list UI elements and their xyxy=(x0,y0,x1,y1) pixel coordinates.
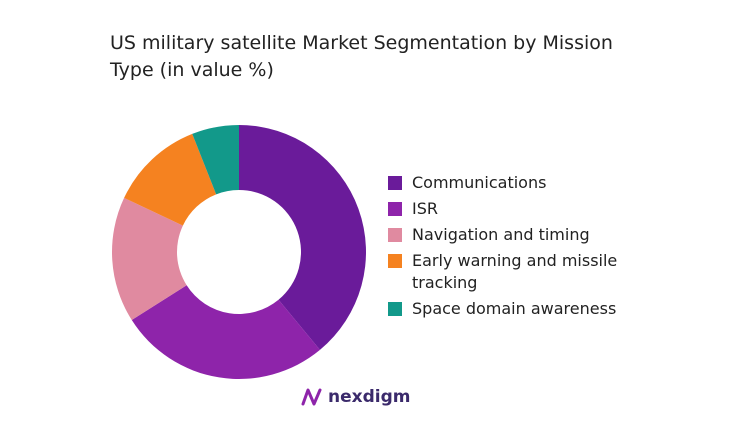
logo: nexdigm xyxy=(300,386,410,408)
legend-item: Navigation and timing xyxy=(388,224,638,246)
legend: Communications ISR Navigation and timing Ea… xyxy=(388,172,638,324)
donut-slice xyxy=(112,197,187,321)
legend-label: ISR xyxy=(412,199,438,218)
legend-item: Early warning and missile tracking xyxy=(388,250,638,294)
legend-item: ISR xyxy=(388,198,638,220)
legend-swatch xyxy=(388,302,402,316)
legend-swatch xyxy=(388,228,402,242)
legend-swatch xyxy=(388,176,402,190)
legend-label: Space domain awareness xyxy=(412,299,617,318)
donut-slice xyxy=(192,125,239,195)
donut-slice xyxy=(131,285,320,380)
logo-text: nexdigm xyxy=(328,387,411,407)
logo-icon xyxy=(301,388,322,406)
legend-swatch xyxy=(388,254,402,268)
legend-label: Navigation and timing xyxy=(412,225,590,244)
legend-label: Early warning and missile tracking xyxy=(412,251,618,292)
chart-title: US military satellite Market Segmentatio… xyxy=(110,32,613,81)
donut-slice xyxy=(124,133,217,226)
donut-slice xyxy=(239,125,366,350)
legend-item: Space domain awareness xyxy=(388,298,638,320)
legend-label: Communications xyxy=(412,173,547,192)
legend-swatch xyxy=(388,202,402,216)
legend-item: Communications xyxy=(388,172,638,194)
